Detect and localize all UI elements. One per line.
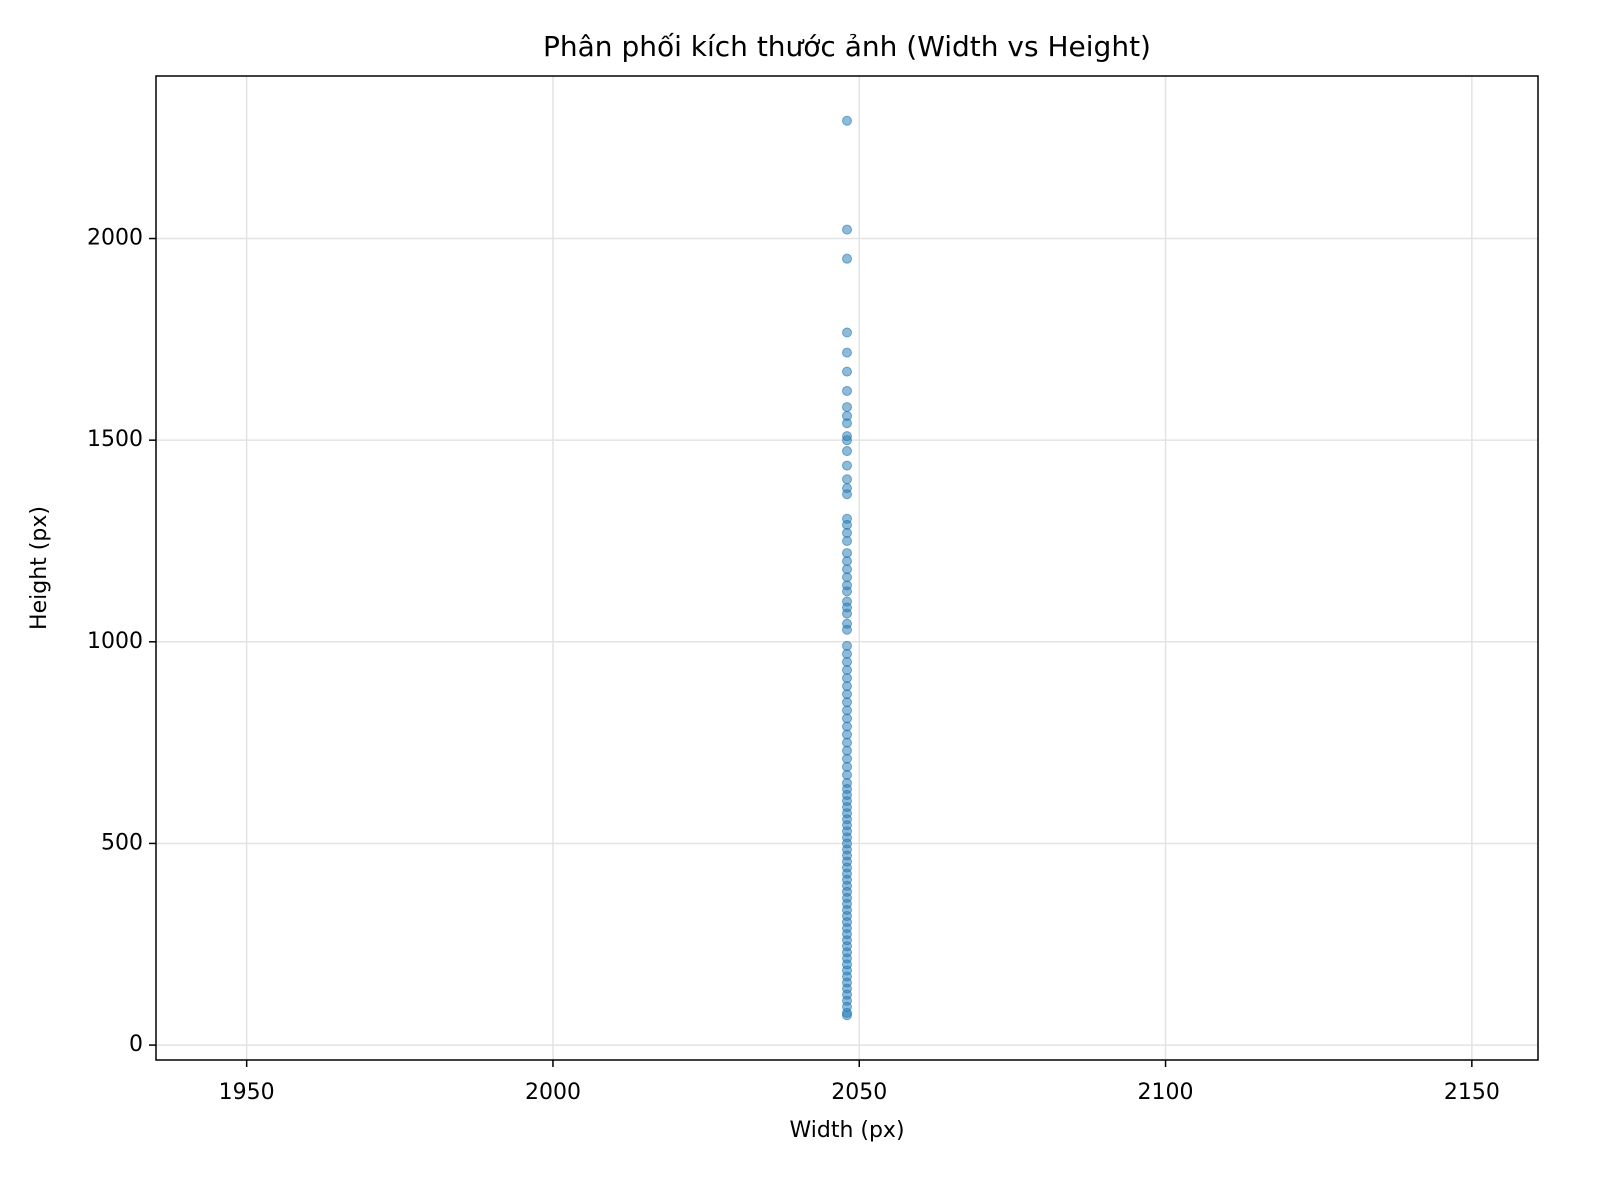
plot-frame [155, 75, 1539, 1061]
point [842, 435, 852, 446]
y-tick-label: 2000 [87, 226, 143, 251]
point [842, 1010, 852, 1021]
point [842, 402, 852, 413]
x-tick-label: 2050 [831, 1080, 887, 1105]
x-tick-label: 2150 [1444, 1080, 1500, 1105]
point [842, 608, 852, 619]
y-tick-label: 500 [101, 830, 143, 855]
point [842, 327, 852, 338]
point [842, 224, 852, 235]
x-tick-label: 1950 [219, 1080, 275, 1105]
point [842, 489, 852, 500]
point [842, 535, 852, 546]
point [842, 418, 852, 429]
point [842, 366, 852, 377]
x-tick-label: 2000 [525, 1080, 581, 1105]
point [842, 474, 852, 485]
y-tick-label: 1500 [87, 427, 143, 452]
point [842, 347, 852, 358]
chart-title: Phân phối kích thước ảnh (Width vs Heigh… [543, 30, 1151, 63]
y-tick-label: 0 [129, 1032, 143, 1057]
x-tick-label: 2100 [1138, 1080, 1194, 1105]
y-tick-label: 1000 [87, 629, 143, 654]
point [842, 460, 852, 471]
point [842, 624, 852, 635]
point [842, 586, 852, 597]
point [842, 115, 852, 126]
x-axis-label: Width (px) [789, 1118, 904, 1143]
point [842, 253, 852, 264]
point [842, 385, 852, 396]
y-axis-label: Height (px) [27, 506, 52, 630]
point [842, 446, 852, 457]
